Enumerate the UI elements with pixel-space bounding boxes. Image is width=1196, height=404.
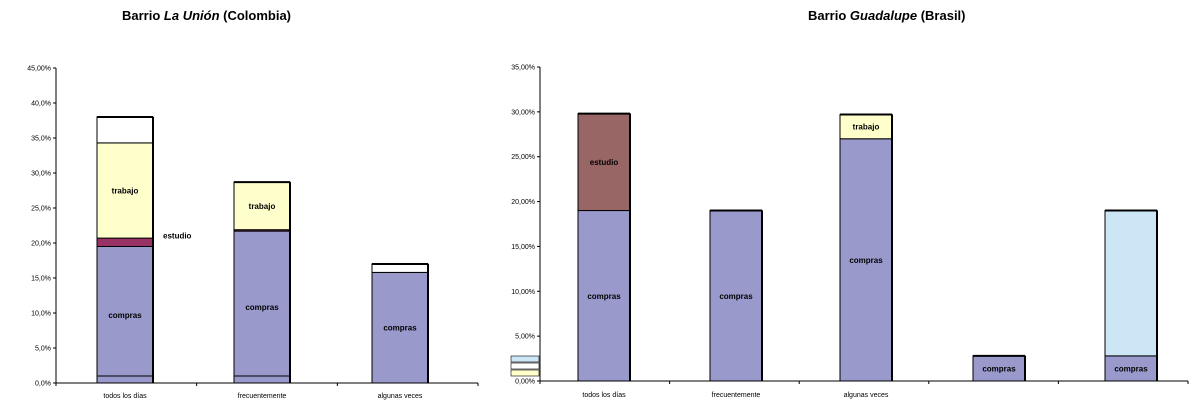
x-tick-label: todos los días xyxy=(103,393,147,400)
bar-segment-compras xyxy=(371,271,429,384)
x-tick-label: algunas veces xyxy=(378,393,423,400)
legend-swatch xyxy=(510,362,540,370)
bar-label-trabajo: trabajo xyxy=(112,187,139,196)
bar-label-trabajo: trabajo xyxy=(249,202,276,211)
chart-title-left: Barrio La Unión (Colombia) xyxy=(122,8,292,23)
bar-label-compras: compras xyxy=(1114,364,1148,373)
bar-label-compras: compras xyxy=(383,324,417,333)
y-tick-label: 0,0% xyxy=(35,381,51,388)
y-tick-label: 40,0% xyxy=(31,101,51,108)
bar-label-compras: compras xyxy=(982,364,1016,373)
x-tick-label: todos los días xyxy=(582,392,626,399)
y-tick-label: 20,00% xyxy=(511,199,535,206)
y-tick-label: 25,0% xyxy=(31,206,51,213)
x-tick-label: algunas veces xyxy=(844,392,889,399)
y-tick-label: 10,00% xyxy=(511,289,535,296)
y-tick-label: 20,0% xyxy=(31,241,51,248)
bar-segment-estudio xyxy=(577,113,631,212)
y-tick-label: 5,0% xyxy=(35,346,51,353)
y-tick-label: 15,00% xyxy=(511,244,535,251)
bar-label-estudio-outside: estudio xyxy=(163,231,192,240)
y-tick-label: 35,0% xyxy=(31,136,51,143)
x-tick-label: frecuentemente xyxy=(712,392,761,399)
bar-segment-other xyxy=(1104,210,1158,357)
bar-label-trabajo: trabajo xyxy=(853,123,880,132)
x-tick-label: frecuentemente xyxy=(238,393,287,400)
y-tick-label: 30,0% xyxy=(31,171,51,178)
y-tick-label: 0,00% xyxy=(515,379,535,386)
chart-title-right: Barrio Guadalupe (Brasil) xyxy=(808,8,966,23)
bar-segment-estudio xyxy=(96,237,154,248)
bar-segment-compras xyxy=(233,230,291,384)
y-tick-label: 10,0% xyxy=(31,311,51,318)
bar-label-compras: compras xyxy=(108,311,142,320)
bar-label-estudio: estudio xyxy=(590,158,619,167)
bar-label-compras: compras xyxy=(849,256,883,265)
y-tick-label: 30,00% xyxy=(511,109,535,116)
legend-swatch xyxy=(510,355,540,363)
bar-segment-trabajo xyxy=(96,142,154,239)
y-tick-label: 35,00% xyxy=(511,65,535,72)
bar-segment-compras xyxy=(96,246,154,384)
y-tick-label: 5,00% xyxy=(515,334,535,341)
bar-segment-compras xyxy=(839,138,893,382)
bar-segment-trabajo xyxy=(233,181,291,231)
y-tick-label: 25,00% xyxy=(511,154,535,161)
bar-label-compras: compras xyxy=(587,292,621,301)
bar-segment-other xyxy=(371,263,429,273)
y-tick-label: 45,00% xyxy=(27,66,51,73)
bar-label-compras: compras xyxy=(245,303,279,312)
bar-label-compras: compras xyxy=(719,292,753,301)
bar-segment-other xyxy=(96,116,154,144)
legend-swatch xyxy=(510,369,540,377)
y-tick-label: 15,0% xyxy=(31,276,51,283)
